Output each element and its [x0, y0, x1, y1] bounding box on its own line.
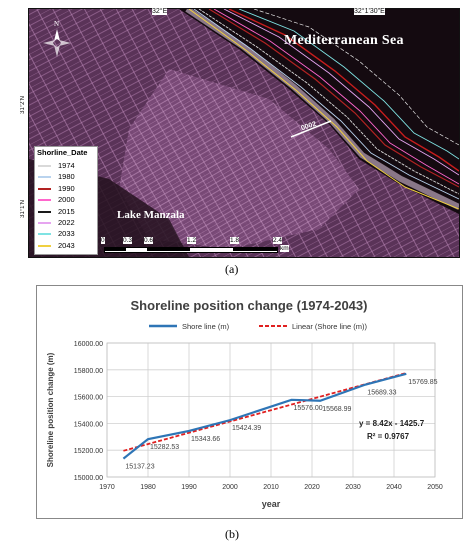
legend-item-2043: 2043 [38, 241, 96, 251]
scale-tick-label: 1.2 [187, 237, 197, 244]
legend-swatch [38, 244, 51, 247]
x-tick-label: 2050 [427, 484, 443, 491]
caption-b: (b) [225, 527, 239, 541]
legend-year: 2022 [58, 218, 75, 227]
caption-a: (a) [225, 262, 239, 276]
shoreline-map: N Mediterranean Sea Lake Manzala 0002 Sh… [28, 8, 460, 258]
legend-swatch [38, 165, 51, 167]
data-label: 15568.99 [322, 406, 351, 413]
legend-swatch [38, 233, 51, 236]
map-coord-left-2: 31°1'N [20, 200, 26, 218]
map-image [29, 9, 459, 257]
legend-swatch [38, 222, 51, 224]
legend-year: 2043 [58, 240, 75, 250]
y-tick-label: 15000.00 [74, 475, 103, 482]
scale-tick-label: 0 [101, 237, 105, 244]
shoreline-chart: Shoreline position change (1974-2043) Sho… [36, 285, 463, 519]
scale-unit: km [280, 245, 289, 252]
y-tick-label: 15200.00 [74, 448, 103, 455]
legend-swatch [38, 210, 51, 213]
y-tick-label: 15600.00 [74, 395, 103, 402]
map-coord-left-1: 31°2'N [20, 96, 26, 114]
legend-item-1990: 1990 [38, 184, 96, 194]
legend-item-2015: 2015 [38, 207, 96, 217]
legend-year: 2000 [58, 195, 75, 205]
map-coord-top-1: 32°E [152, 8, 168, 15]
data-label: 15424.39 [232, 425, 261, 432]
legend-item-1980: 1980 [38, 172, 96, 182]
trend-line [123, 372, 407, 452]
data-label: 15689.33 [367, 390, 396, 397]
x-tick-label: 1970 [99, 484, 115, 491]
scale-tick-label: 2.4 [273, 237, 283, 244]
x-tick-label: 2030 [345, 484, 361, 491]
data-label: 15343.66 [191, 436, 220, 443]
trend-equation: y = 8.42x - 1425.7 [359, 419, 425, 428]
scale-tick-label: 0.6 [144, 237, 154, 244]
x-tick-label: 2040 [386, 484, 402, 491]
x-tick-label: 2000 [222, 484, 238, 491]
x-axis-title: year [262, 499, 281, 509]
legend-item-1974: 1974 [38, 161, 96, 171]
legend-year: 1974 [58, 161, 75, 170]
map-legend: Shorline_Date 1974 1980 1990 2000 2015 2022 20… [34, 146, 98, 255]
chart-svg: Shoreline position change (1974-2043) Sho… [46, 298, 443, 509]
legend-swatch [38, 176, 51, 179]
data-label: 15769.85 [408, 379, 437, 386]
map-coord-top-2: 32°1'30"E [354, 8, 385, 15]
y-tick-label: 15400.00 [74, 421, 103, 428]
plot-area [106, 342, 436, 478]
scale-tick-label: 1.8 [230, 237, 240, 244]
data-label: 15576.00 [294, 405, 323, 412]
r-squared: R² = 0.9767 [367, 432, 410, 441]
legend-swatch [38, 199, 51, 202]
legend-label-linear: Linear (Shore line (m)) [292, 322, 368, 331]
chart-title: Shoreline position change (1974-2043) [131, 298, 368, 313]
shoreline-series-line [122, 372, 407, 460]
lake-label: Lake Manzala [117, 209, 185, 221]
x-tick-label: 2020 [304, 484, 320, 491]
legend-swatch [38, 187, 51, 190]
scale-bar: 0 0.3 0.6 1.2 1.8 2.4 km [101, 237, 304, 257]
x-tick-label: 1990 [181, 484, 197, 491]
y-axis-title: Shoreline position change (m) [46, 352, 55, 467]
scale-tick-label: 0.3 [123, 237, 133, 244]
legend-year: 1980 [58, 172, 75, 182]
legend-item-2033: 2033 [38, 229, 96, 239]
x-tick-label: 1980 [140, 484, 156, 491]
legend-year: 2015 [58, 206, 75, 216]
legend-item-2022: 2022 [38, 218, 96, 228]
legend-title: Shorline_Date [37, 148, 88, 157]
x-tick-label: 2010 [263, 484, 279, 491]
legend-year: 2033 [58, 229, 75, 239]
data-label: 15282.53 [150, 444, 179, 451]
data-label: 15137.23 [125, 464, 154, 471]
legend-label-shoreline: Shore line (m) [182, 322, 230, 331]
north-arrow-label: N [54, 20, 60, 28]
sea-label: Mediterranean Sea [284, 33, 404, 48]
y-tick-label: 16000.00 [74, 341, 103, 348]
y-tick-label: 15800.00 [74, 368, 103, 375]
legend-item-2000: 2000 [38, 195, 96, 205]
legend-year: 1990 [58, 183, 75, 193]
